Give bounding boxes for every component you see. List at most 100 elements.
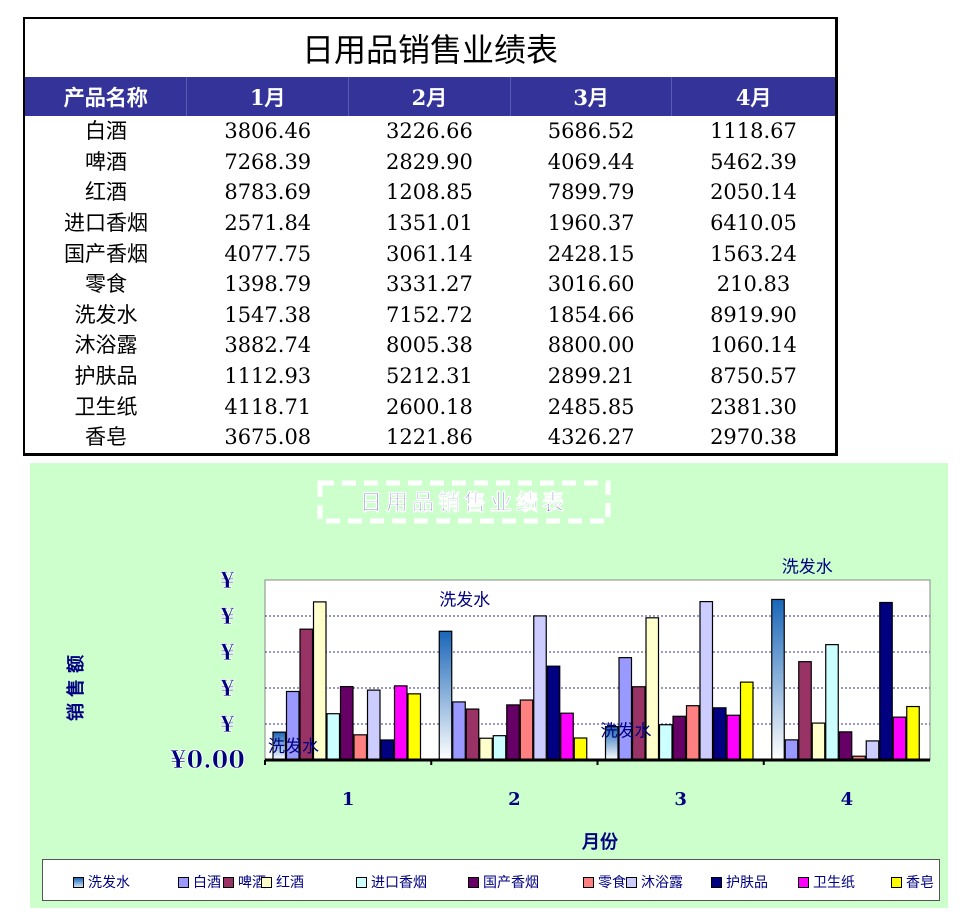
table-row: 白酒 3806.46 3226.66 5686.52 1118.67 (24, 116, 837, 147)
column-header: 1月 (186, 77, 350, 116)
x-tick-label: 1 (342, 789, 355, 810)
product-name: 护肤品 (74, 364, 138, 389)
bar-红酒 (479, 737, 493, 761)
cell-value: 4118.71 (224, 394, 312, 419)
cell-value: 3882.74 (224, 333, 312, 358)
column-header: 产品名称 (24, 77, 188, 116)
legend-item: 啤酒 (223, 872, 266, 892)
x-tick-label: 4 (841, 789, 854, 810)
bar-白酒 (784, 739, 799, 761)
table-row: 红酒 8783.69 1208.85 7899.79 2050.14 (24, 177, 837, 208)
legend-swatch-icon (178, 877, 189, 888)
chart-title: 日用品销售业绩表 (360, 490, 568, 516)
bar-护肤品 (879, 601, 893, 761)
table-row: 国产香烟 4077.75 3061.14 2428.15 1563.24 (24, 238, 837, 269)
bar-国产香烟 (339, 686, 354, 761)
cell-value: 1398.79 (224, 272, 312, 297)
legend-label: 红酒 (276, 875, 304, 891)
product-name: 零食 (84, 272, 127, 297)
cell-value: 2600.18 (386, 394, 473, 419)
column-header: 4月 (671, 77, 837, 116)
x-axis-label: 月份 (581, 831, 619, 853)
bar-国产香烟 (838, 731, 853, 761)
bar-卫生纸 (393, 685, 408, 761)
bar-沐浴露 (699, 601, 714, 761)
legend-swatch-icon (583, 877, 594, 888)
legend-label: 进口香烟 (371, 875, 427, 891)
legend-item: 护肤品 (711, 872, 768, 892)
cell-value: 2899.21 (547, 364, 635, 389)
cell-value: 7268.39 (224, 149, 312, 174)
cell-value: 210.83 (716, 272, 791, 297)
table-row: 进口香烟 2571.84 1351.01 1960.37 6410.05 (24, 208, 837, 239)
table-row: 零食 1398.79 3331.27 3016.60 210.83 (24, 269, 837, 300)
cell-value: 7152.72 (386, 302, 473, 327)
legend-item: 零食 (583, 872, 626, 892)
table-row: 卫生纸 4118.71 2600.18 2485.85 2381.30 (24, 391, 837, 422)
legend-label: 香皂 (906, 875, 934, 891)
data-label: 洗发水 (439, 590, 490, 610)
chart-legend: 洗发水 白酒 啤酒 红酒 进口香烟 国产香烟 零食 沐浴露 护肤品 卫生纸 香皂 (42, 859, 940, 901)
cell-value: 1112.93 (224, 364, 312, 389)
legend-swatch-icon (626, 877, 637, 888)
data-label: 洗发水 (601, 722, 652, 742)
legend-label: 零食 (598, 875, 626, 891)
cell-value: 4069.44 (547, 149, 635, 174)
table-row: 洗发水 1547.38 7152.72 1854.66 8919.90 (24, 300, 837, 331)
cell-value: 5462.39 (710, 149, 797, 174)
bar-沐浴露 (366, 689, 381, 761)
bar-香皂 (407, 693, 422, 761)
legend-item: 进口香烟 (356, 872, 427, 892)
legend-label: 护肤品 (726, 875, 768, 891)
legend-item: 沐浴露 (626, 872, 683, 892)
bar-白酒 (452, 701, 466, 761)
y-tick-label: ¥ (220, 676, 235, 702)
product-name: 沐浴露 (74, 333, 138, 358)
bar-国产香烟 (672, 715, 687, 761)
cell-value: 8800.00 (547, 333, 635, 358)
bar-香皂 (739, 681, 754, 761)
x-tick-label: 2 (508, 789, 521, 810)
bar-进口香烟 (825, 644, 839, 761)
legend-swatch-icon (223, 877, 234, 888)
legend-item: 红酒 (261, 872, 304, 892)
cell-value: 8005.38 (386, 333, 473, 358)
product-name: 红酒 (84, 180, 127, 205)
legend-swatch-icon (798, 877, 809, 888)
cell-value: 2050.14 (710, 180, 797, 205)
cell-value: 3675.08 (224, 425, 312, 450)
cell-value: 3331.27 (386, 272, 473, 297)
y-tick-label: ¥ (220, 568, 235, 594)
cell-value: 6410.05 (710, 211, 797, 236)
cell-value: 8750.57 (710, 364, 797, 389)
cell-value: 1208.85 (386, 180, 473, 205)
cell-value: 1547.38 (224, 302, 312, 327)
cell-value: 2428.15 (547, 241, 635, 266)
bar-卫生纸 (560, 712, 574, 761)
data-label: 洗发水 (782, 557, 833, 577)
title-frame (317, 480, 611, 524)
bar-香皂 (906, 705, 920, 761)
legend-swatch-icon (73, 877, 84, 888)
cell-value: 1854.66 (547, 302, 635, 327)
bar-沐浴露 (865, 740, 880, 761)
product-name: 国产香烟 (63, 241, 148, 266)
sales-table: 日用品销售业绩表 产品名称 1月 2月 3月 4月 白酒 3806.46 3226.66 56… (23, 17, 838, 456)
legend-label: 啤酒 (238, 875, 266, 891)
bar-香皂 (573, 737, 588, 761)
cell-value: 3226.66 (386, 119, 473, 144)
product-name: 啤酒 (84, 149, 127, 174)
bar-啤酒 (465, 708, 480, 761)
table-row: 护肤品 1112.93 5212.31 2899.21 8750.57 (24, 361, 837, 392)
cell-value: 4077.75 (224, 241, 312, 266)
y-tick-label: ¥ (220, 604, 235, 630)
product-name: 洗发水 (74, 302, 138, 327)
legend-swatch-icon (468, 877, 479, 888)
cell-value: 1960.37 (547, 211, 635, 236)
column-header: 3月 (510, 77, 673, 116)
product-name: 香皂 (84, 425, 127, 450)
y-tick-label: ¥ (220, 712, 235, 738)
y-axis-label: 销售额 (65, 649, 87, 721)
legend-swatch-icon (356, 877, 367, 888)
legend-label: 白酒 (193, 875, 221, 891)
